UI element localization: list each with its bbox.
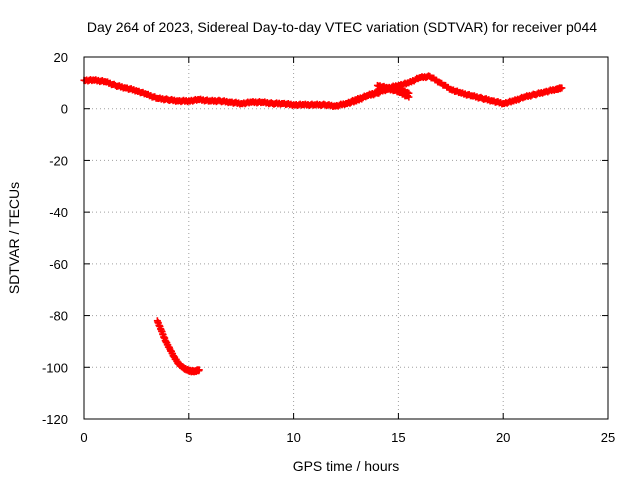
data-marks <box>80 72 566 376</box>
axis-ticks <box>83 56 609 420</box>
y-tick-label: 20 <box>54 50 68 65</box>
series-lower-branch <box>373 81 413 101</box>
data-point <box>558 84 566 92</box>
x-tick-label: 0 <box>80 430 87 445</box>
data-point <box>404 92 412 100</box>
plot-frame <box>83 56 609 420</box>
y-tick-label: -80 <box>49 309 68 324</box>
y-tick-label: -100 <box>42 360 68 375</box>
x-tick-label: 15 <box>391 430 405 445</box>
x-tick-label: 10 <box>286 430 300 445</box>
y-tick-label: -60 <box>49 257 68 272</box>
data-point <box>195 366 203 374</box>
y-tick-label: -40 <box>49 205 68 220</box>
y-tick-label: 0 <box>61 102 68 117</box>
x-axis-label: GPS time / hours <box>293 458 400 474</box>
y-tick-label: -120 <box>42 412 68 427</box>
tick-labels: 0 5 10 15 20 25 20 0 -20 -40 -60 -80 -100 -120 <box>42 50 615 445</box>
x-tick-label: 25 <box>601 430 615 445</box>
x-tick-label: 20 <box>496 430 510 445</box>
data-point <box>405 93 413 101</box>
y-tick-label: -20 <box>49 153 68 168</box>
chart-title: Day 264 of 2023, Sidereal Day-to-day VTE… <box>87 19 597 35</box>
grid <box>84 57 608 419</box>
y-axis-label: SDTVAR / TECUs <box>6 182 22 294</box>
x-tick-label: 5 <box>185 430 192 445</box>
series-outlier-arc <box>153 317 203 376</box>
